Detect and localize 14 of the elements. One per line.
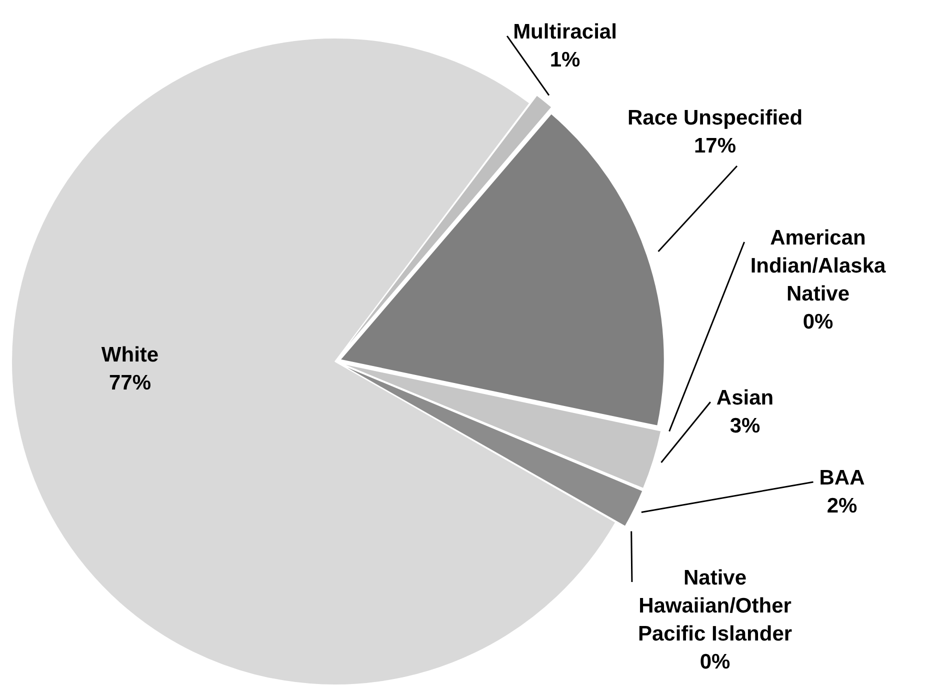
slice-label: Race Unspecified bbox=[627, 106, 803, 130]
slice-label: Asian bbox=[716, 386, 774, 410]
data-label: 1% bbox=[550, 48, 580, 72]
data-label: 2% bbox=[826, 494, 858, 518]
slice-label: Multiracial bbox=[513, 20, 617, 44]
text: 0% bbox=[700, 650, 730, 674]
text: 0% bbox=[802, 310, 834, 334]
slice-label: BAA bbox=[819, 466, 865, 490]
category-label: American Indian/Alaska Native bbox=[750, 226, 886, 306]
data-label: 77% bbox=[108, 371, 152, 394]
slice-label: White bbox=[101, 343, 159, 366]
data-label: 3% bbox=[730, 414, 760, 438]
data-label: 17% bbox=[694, 134, 736, 158]
category-label: Native Hawaiian/Other Pacific Islander bbox=[638, 566, 792, 646]
